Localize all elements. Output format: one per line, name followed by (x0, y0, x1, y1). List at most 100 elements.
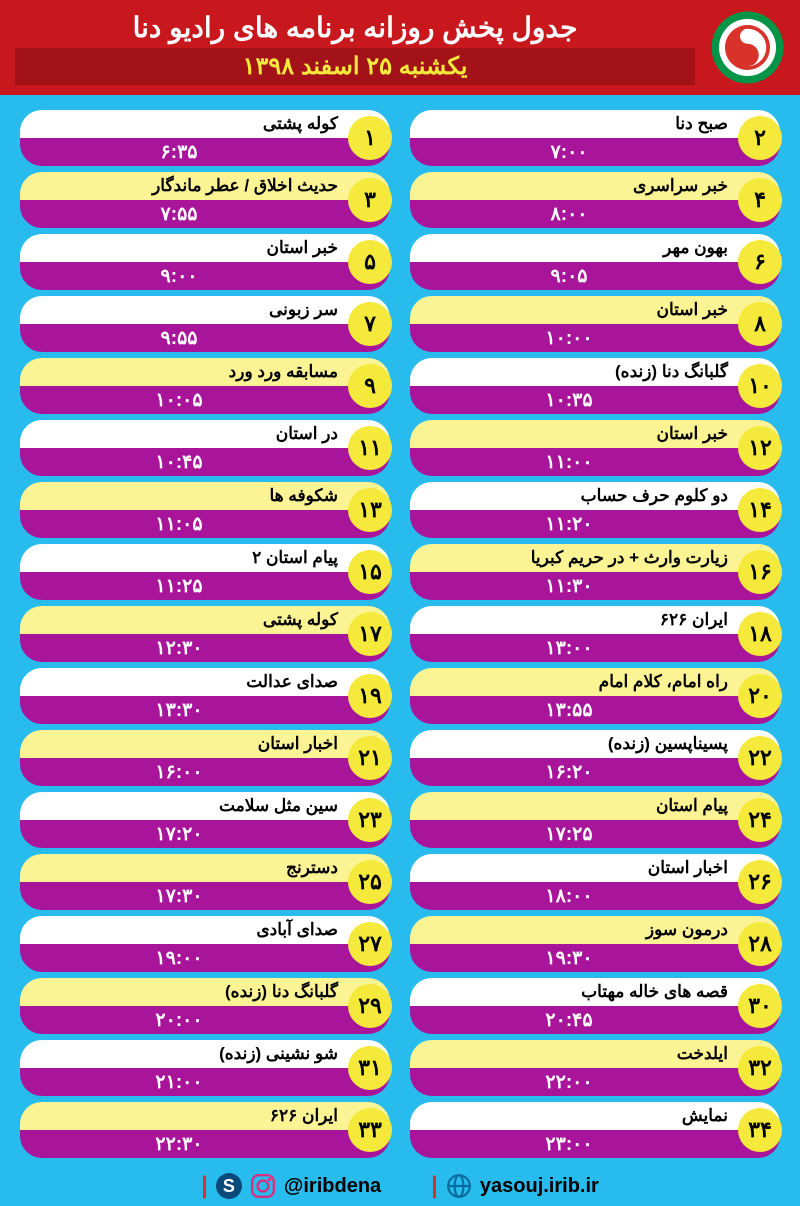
schedule-item: زیارت وارث + در حریم کبریا۱۱:۳۰۱۶ (410, 544, 780, 600)
program-name: زیارت وارث + در حریم کبریا (410, 544, 780, 572)
program-name: پیام استان ۲ (20, 544, 390, 572)
program-time: ۲۰:۴۵ (410, 1006, 780, 1034)
program-time: ۱۷:۲۰ (20, 820, 390, 848)
program-time: ۱۶:۲۰ (410, 758, 780, 786)
program-time: ۱۹:۰۰ (20, 944, 390, 972)
program-number: ۴ (738, 178, 782, 222)
program-number: ۸ (738, 302, 782, 346)
schedule-item: ایلدخت۲۲:۰۰۳۲ (410, 1040, 780, 1096)
program-time: ۹:۰۵ (410, 262, 780, 290)
schedule-item: خبر استان۱۰:۰۰۸ (410, 296, 780, 352)
schedule-item: صبح دنا۷:۰۰۲ (410, 110, 780, 166)
program-name: قصه های خاله مهتاب (410, 978, 780, 1006)
program-number: ۲۶ (738, 860, 782, 904)
program-name: ایران ۶۲۶ (410, 606, 780, 634)
program-number: ۱۶ (738, 550, 782, 594)
program-time: ۱۰:۰۵ (20, 386, 390, 414)
program-time: ۱۱:۰۰ (410, 448, 780, 476)
program-number: ۹ (348, 364, 392, 408)
program-number: ۲۰ (738, 674, 782, 718)
program-time: ۲۳:۰۰ (410, 1130, 780, 1158)
program-name: صدای آبادی (20, 916, 390, 944)
divider: | (201, 1172, 208, 1200)
program-number: ۲۹ (348, 984, 392, 1028)
schedule-item: درمون سوز۱۹:۳۰۲۸ (410, 916, 780, 972)
schedule-item: دسترنج۱۷:۳۰۲۵ (20, 854, 390, 910)
header: جدول پخش روزانه برنامه های رادیو دنا یکش… (0, 0, 800, 95)
schedule-item: بهون مهر۹:۰۵۶ (410, 234, 780, 290)
program-time: ۷:۵۵ (20, 200, 390, 228)
schedule-item: صدای آبادی۱۹:۰۰۲۷ (20, 916, 390, 972)
schedule-item: پسیناپسین (زنده)۱۶:۲۰۲۲ (410, 730, 780, 786)
column-left: صبح دنا۷:۰۰۲ خبر سراسری۸:۰۰۴ بهون مهر۹:۰۵۶… (410, 110, 780, 1158)
program-name: شکوفه ها (20, 482, 390, 510)
page-title: جدول پخش روزانه برنامه های رادیو دنا (15, 11, 695, 44)
schedule-item: حدیث اخلاق / عطر ماندگار۷:۵۵۳ (20, 172, 390, 228)
schedule: کوله پشتی۶:۳۵۱ حدیث اخلاق / عطر ماندگار۷:… (0, 95, 800, 1166)
program-number: ۳۱ (348, 1046, 392, 1090)
program-name: خبر استان (410, 296, 780, 324)
social-handle: | S @iribdena (201, 1172, 381, 1200)
program-number: ۶ (738, 240, 782, 284)
program-name: سین مثل سلامت (20, 792, 390, 820)
program-name: دو کلوم حرف حساب (410, 482, 780, 510)
program-number: ۲۳ (348, 798, 392, 842)
schedule-item: خبر استان۹:۰۰۵ (20, 234, 390, 290)
website: | yasouj.irib.ir (431, 1172, 599, 1200)
program-name: دسترنج (20, 854, 390, 882)
program-name: صبح دنا (410, 110, 780, 138)
program-time: ۱۱:۰۵ (20, 510, 390, 538)
program-number: ۲۴ (738, 798, 782, 842)
program-name: در استان (20, 420, 390, 448)
column-right: کوله پشتی۶:۳۵۱ حدیث اخلاق / عطر ماندگار۷:… (20, 110, 390, 1158)
schedule-item: صدای عدالت۱۳:۳۰۱۹ (20, 668, 390, 724)
program-name: راه امام، کلام امام (410, 668, 780, 696)
schedule-item: کوله پشتی۶:۳۵۱ (20, 110, 390, 166)
program-number: ۳۴ (738, 1108, 782, 1152)
program-number: ۱۲ (738, 426, 782, 470)
instagram-icon (250, 1173, 276, 1199)
program-name: گلبانگ دنا (زنده) (410, 358, 780, 386)
program-time: ۱۳:۵۵ (410, 696, 780, 724)
program-number: ۲۵ (348, 860, 392, 904)
program-time: ۱۳:۳۰ (20, 696, 390, 724)
schedule-item: ایران ۶۲۶۲۲:۳۰۳۳ (20, 1102, 390, 1158)
program-name: پسیناپسین (زنده) (410, 730, 780, 758)
program-name: خبر استان (410, 420, 780, 448)
program-number: ۱۱ (348, 426, 392, 470)
program-time: ۲۰:۰۰ (20, 1006, 390, 1034)
program-number: ۳ (348, 178, 392, 222)
program-name: مسابقه ورد ورد (20, 358, 390, 386)
soroush-icon: S (216, 1173, 242, 1199)
header-text: جدول پخش روزانه برنامه های رادیو دنا یکش… (15, 11, 695, 85)
schedule-item: پیام استان ۲۱۱:۲۵۱۵ (20, 544, 390, 600)
program-time: ۱۰:۰۰ (410, 324, 780, 352)
program-time: ۸:۰۰ (410, 200, 780, 228)
program-number: ۱۴ (738, 488, 782, 532)
program-name: اخبار استان (410, 854, 780, 882)
schedule-item: پیام استان۱۷:۲۵۲۴ (410, 792, 780, 848)
program-time: ۱۱:۲۵ (20, 572, 390, 600)
schedule-item: نمایش۲۳:۰۰۳۴ (410, 1102, 780, 1158)
program-name: پیام استان (410, 792, 780, 820)
program-name: صدای عدالت (20, 668, 390, 696)
handle-text: @iribdena (284, 1175, 381, 1198)
logo (710, 10, 785, 85)
schedule-item: قصه های خاله مهتاب۲۰:۴۵۳۰ (410, 978, 780, 1034)
program-time: ۱۱:۲۰ (410, 510, 780, 538)
program-name: درمون سوز (410, 916, 780, 944)
program-time: ۱۳:۰۰ (410, 634, 780, 662)
program-name: خبر سراسری (410, 172, 780, 200)
program-number: ۲ (738, 116, 782, 160)
program-time: ۹:۵۵ (20, 324, 390, 352)
schedule-item: خبر استان۱۱:۰۰۱۲ (410, 420, 780, 476)
program-time: ۱۲:۳۰ (20, 634, 390, 662)
program-number: ۱۵ (348, 550, 392, 594)
program-name: سر زبونی (20, 296, 390, 324)
program-number: ۲۸ (738, 922, 782, 966)
program-time: ۲۲:۳۰ (20, 1130, 390, 1158)
program-time: ۱۰:۳۵ (410, 386, 780, 414)
program-time: ۲۲:۰۰ (410, 1068, 780, 1096)
page-subtitle: یکشنبه ۲۵ اسفند ۱۳۹۸ (15, 48, 695, 85)
program-name: ایلدخت (410, 1040, 780, 1068)
